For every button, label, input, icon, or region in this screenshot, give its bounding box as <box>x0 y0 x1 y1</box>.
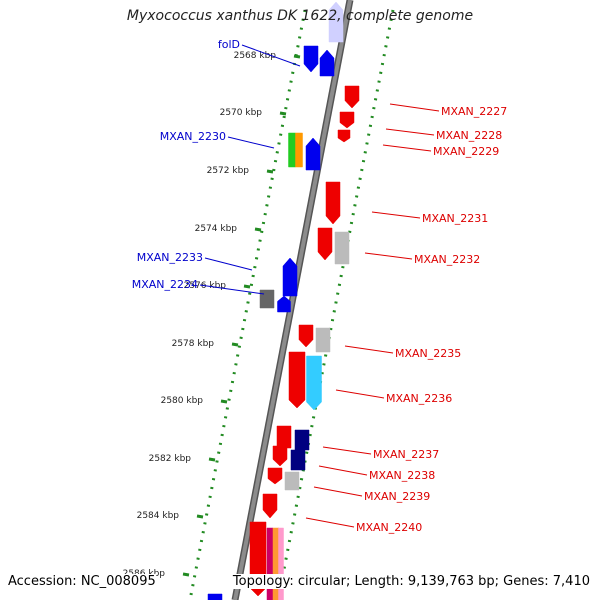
right-gene-label: MXAN_2236 <box>386 392 452 405</box>
genome-backbone <box>233 0 352 601</box>
right-gene-label: MXAN_2228 <box>436 129 502 142</box>
right-gene-leader <box>344 345 394 354</box>
kbp-tick-label: 2582 kbp <box>149 454 192 464</box>
right-gene-label: MXAN_2227 <box>441 105 507 118</box>
feature-2235-red <box>298 324 314 348</box>
feature-2235-grey <box>315 327 331 353</box>
right-gene-label: MXAN_2232 <box>414 253 480 266</box>
left-gene-label: MXAN_2234 <box>132 278 198 291</box>
kbp-tick-mark <box>208 457 216 462</box>
right-gene-label: MXAN_2237 <box>373 448 439 461</box>
topology-label: Topology: circular; Length: 9,139,763 bp… <box>232 574 590 589</box>
kbp-tick-mark <box>231 342 239 347</box>
kbp-tick-mark <box>220 399 228 404</box>
kbp-tick-label: 2584 kbp <box>137 511 180 521</box>
feature-2239-red <box>267 467 283 485</box>
kbp-tick-mark <box>293 54 301 59</box>
feature-2238-navy <box>290 449 306 471</box>
feature-2238-red <box>272 445 288 467</box>
feature-2237-red <box>276 425 292 449</box>
right-gene-leader <box>364 252 413 260</box>
feature-2237-navy <box>294 429 310 451</box>
kbp-tick-label: 2568 kbp <box>234 51 277 61</box>
feature-2230-green <box>288 132 296 168</box>
feature-folD-a <box>303 45 319 73</box>
right-gene-leader <box>318 465 368 476</box>
right-gene-leader <box>385 128 435 136</box>
feature-2239-grey <box>284 471 300 491</box>
right-gene-label: MXAN_2231 <box>422 212 488 225</box>
left-gene-leader <box>199 284 265 295</box>
feature-2240-d <box>272 527 280 601</box>
right-gene-leader <box>371 211 421 219</box>
feature-2230-blue <box>305 137 321 171</box>
feature-top <box>328 1 344 43</box>
feature-2231 <box>325 181 341 225</box>
kbp-tick-label: 2580 kbp <box>161 396 204 406</box>
right-gene-leader <box>313 486 363 497</box>
right-gene-label: MXAN_2235 <box>395 347 461 360</box>
right-gene-leader <box>382 144 432 152</box>
left-gene-leader <box>204 257 253 271</box>
kbp-tick-label: 2574 kbp <box>195 224 238 234</box>
right-gene-leader <box>335 389 385 399</box>
feature-2240-e <box>278 527 284 601</box>
feature-2236-red <box>288 351 306 409</box>
kbp-tick-label: 2572 kbp <box>207 166 250 176</box>
feature-2234-blue <box>277 295 291 313</box>
kbp-tick-mark <box>279 111 287 116</box>
feature-2230-orange <box>295 132 303 168</box>
right-gene-leader <box>322 446 372 455</box>
right-gene-leader <box>389 103 440 112</box>
left-gene-leader <box>241 44 301 67</box>
feature-2227 <box>344 85 360 109</box>
kbp-tick-mark <box>182 572 190 577</box>
left-gene-label: folD <box>218 38 240 51</box>
accession-label: Accession: NC_008095 <box>8 574 156 589</box>
feature-2232-red <box>317 227 333 261</box>
right-gene-label: MXAN_2238 <box>369 469 435 482</box>
right-gene-label: MXAN_2229 <box>433 145 499 158</box>
feature-2229 <box>337 129 351 143</box>
kbp-tick-mark <box>243 284 251 289</box>
kbp-tick-mark <box>196 514 204 519</box>
map-title: Myxococcus xanthus DK 1622, complete gen… <box>126 8 474 24</box>
inner-dotted-line <box>188 9 307 601</box>
feature-bottom <box>207 593 223 604</box>
right-gene-label: MXAN_2239 <box>364 490 430 503</box>
feature-2236-cyan <box>306 355 322 411</box>
outer-dotted-line <box>276 9 395 601</box>
feature-2234-grey <box>259 289 275 309</box>
feature-2228 <box>339 111 355 129</box>
right-gene-label: MXAN_2240 <box>356 521 422 534</box>
left-gene-leader <box>227 136 275 149</box>
kbp-tick-label: 2570 kbp <box>220 108 263 118</box>
left-gene-label: MXAN_2230 <box>160 130 226 143</box>
feature-2240-a <box>262 493 278 519</box>
left-gene-label: MXAN_2233 <box>137 251 203 264</box>
feature-2240-c <box>266 527 274 601</box>
feature-folD-b <box>319 49 335 77</box>
right-gene-leader <box>305 517 355 528</box>
feature-2232-grey <box>334 231 350 265</box>
kbp-tick-mark <box>254 227 262 232</box>
feature-2233 <box>282 257 298 297</box>
kbp-tick-label: 2578 kbp <box>172 339 215 349</box>
kbp-tick-mark <box>266 169 274 174</box>
